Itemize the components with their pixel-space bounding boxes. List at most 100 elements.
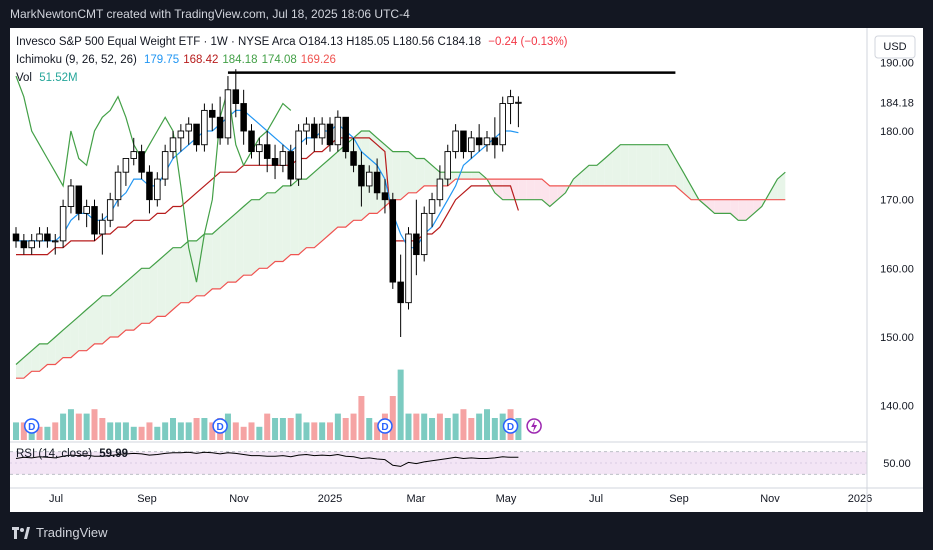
volume-bar <box>240 426 247 440</box>
volume-bar <box>421 413 428 440</box>
volume-bar <box>334 413 341 440</box>
volume-bar <box>67 409 74 440</box>
candle-body <box>287 151 295 180</box>
ichimoku-cloud-segment <box>188 240 197 303</box>
ichimoku-cloud-segment <box>416 158 425 193</box>
ichimoku-cloud-segment <box>777 172 786 200</box>
volume-bar <box>350 413 357 440</box>
ichimoku-cloud-segment <box>63 323 71 358</box>
ichimoku-cloud-segment <box>227 213 236 283</box>
ichimoku-cloud-segment <box>78 309 87 351</box>
volume-bar <box>436 413 443 440</box>
time-axis-tick-label: Jul <box>589 493 603 505</box>
candle-body <box>99 219 106 235</box>
ichimoku-cloud-segment <box>518 179 527 200</box>
legend-ohlc-value: 180.56 <box>399 36 435 48</box>
legend-symbol-row: Invesco S&P 500 Equal Weight ETF · 1W · … <box>16 36 568 48</box>
ichimoku-cloud-segment <box>251 199 260 276</box>
volume-bar <box>342 418 349 440</box>
ichimoku-cloud-segment <box>683 172 692 200</box>
ichimoku-cloud-segment <box>620 144 629 186</box>
candle-body <box>67 185 75 207</box>
ichimoku-cloud-segment <box>675 158 684 193</box>
legend-ohlc: O184.13 H185.05 L180.56 C184.18 <box>299 36 481 48</box>
volume-bar <box>154 426 161 440</box>
candle-body <box>36 233 43 242</box>
ichimoku-cloud-segment <box>204 234 213 296</box>
dividend-marker-circle <box>377 418 393 434</box>
price-axis-tick-label: 140.00 <box>880 401 914 413</box>
volume-bar <box>397 369 404 440</box>
ichimoku-cloud-segment <box>596 158 605 186</box>
volume-bar <box>115 422 122 440</box>
legend-title: Invesco S&P 500 Equal Weight ETF · 1W · … <box>16 36 296 48</box>
last-price-label: 184.18 <box>880 97 914 109</box>
ichimoku-cloud-segment <box>651 144 660 186</box>
volume-bar <box>358 396 365 440</box>
volume-bar <box>256 426 263 440</box>
volume-bar <box>264 413 271 440</box>
candle-body <box>28 240 35 249</box>
volume-bar <box>130 426 137 440</box>
candle-body <box>154 178 161 201</box>
candle-body <box>295 130 302 180</box>
candle-body <box>12 233 20 242</box>
volume-bar <box>13 422 19 440</box>
dividend-marker-label: D <box>28 422 35 433</box>
candle-body <box>83 206 90 214</box>
price-axis-tick-label: 150.00 <box>880 332 914 344</box>
candle-body <box>491 137 499 146</box>
candle-body <box>208 109 216 118</box>
dividend-marker-label: D <box>381 422 388 433</box>
candle-body <box>44 233 51 242</box>
volume-bar <box>460 409 467 440</box>
attribution-bar: MarkNewtonCMT created with TradingView.c… <box>0 0 933 28</box>
ichimoku-cloud-segment <box>267 192 276 269</box>
ichimoku-cloud-segment <box>259 192 268 269</box>
ichimoku-cloud-segment <box>102 295 111 344</box>
candle-body <box>263 144 271 159</box>
ichimoku-cloud-segment <box>330 151 338 234</box>
candle-body <box>232 89 240 104</box>
currency-button <box>874 35 916 59</box>
price-chart[interactable]: D D D D Jul Sep Nov 2025 Mar May Jul Sep Nov 2026 USD 1… <box>10 28 923 512</box>
candle-body <box>177 130 185 139</box>
volume-bar <box>122 422 129 440</box>
candle-body <box>405 233 412 304</box>
volume-bar <box>170 418 176 440</box>
ichimoku-cloud-segment <box>125 275 134 331</box>
ichimoku-cloud-segment <box>424 158 433 186</box>
legend-ohlc-key: L <box>389 36 400 48</box>
candle-body <box>75 185 83 214</box>
legend-change: −0.24 (−0.13%) <box>488 36 568 48</box>
ichimoku-cloud-segment <box>314 165 323 248</box>
dividend-marker-circle <box>502 418 519 434</box>
volume-bar <box>444 418 451 440</box>
candle-body <box>114 171 122 201</box>
price-axis-tick-label: 180.00 <box>880 126 914 138</box>
chart-panel[interactable]: D D D D Jul Sep Nov 2025 Mar May Jul Sep Nov 2026 USD 1… <box>10 28 923 512</box>
ichimoku-cloud-segment <box>510 179 519 200</box>
candle-body <box>420 212 428 256</box>
candle-body <box>515 101 522 104</box>
price-axis-tick-label: 170.00 <box>880 195 914 207</box>
candle-body <box>436 178 444 201</box>
ichimoku-cloud-segment <box>235 206 244 283</box>
split-marker <box>526 418 542 434</box>
ichimoku-cloud-segment <box>400 151 409 200</box>
volume-bar <box>91 409 98 440</box>
ichimoku-cloud-segment <box>769 179 778 200</box>
candle-body <box>122 158 130 173</box>
ichimoku-chikou-line <box>15 75 292 283</box>
candle-body <box>499 103 506 146</box>
ichimoku-cloud-segment <box>534 179 542 200</box>
candle-body <box>216 116 224 139</box>
volume-bar <box>60 413 67 440</box>
currency-label: USD <box>883 41 906 53</box>
volume-bar <box>232 422 239 440</box>
volume-bar <box>99 418 106 440</box>
ichimoku-cloud-segment <box>110 288 119 337</box>
ichimoku-cloud-segment <box>173 247 181 310</box>
legend-ichimoku-label: Ichimoku (9, 26, 52, 26) <box>16 54 137 66</box>
tradingview-logo[interactable]: TradingView <box>12 525 108 540</box>
